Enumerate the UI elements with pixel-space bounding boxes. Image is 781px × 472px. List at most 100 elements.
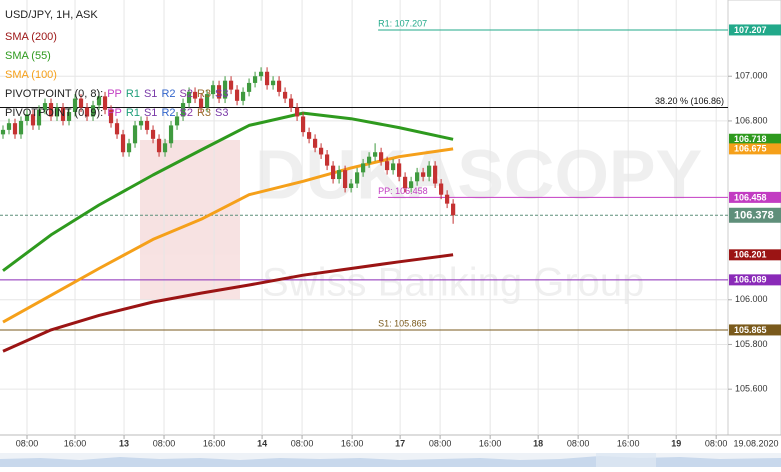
candle-body — [391, 163, 396, 171]
level-label: PP: 106.458 — [378, 186, 428, 196]
x-tick-label: 16:00 — [64, 438, 87, 448]
candle-body — [234, 89, 240, 101]
candle-body — [60, 107, 66, 121]
x-tick-label: 08:00 — [291, 438, 314, 448]
candle-body — [12, 123, 18, 135]
candle-body — [282, 91, 288, 99]
candle-body — [421, 172, 426, 177]
candle-body — [108, 109, 114, 124]
y-tick-label: 106.000 — [735, 294, 768, 304]
sma-line — [2, 253, 454, 353]
candle-body — [433, 165, 438, 184]
x-tick-label: 18 — [533, 438, 543, 448]
candle-body — [198, 98, 204, 108]
level-label: S1: 105.865 — [378, 318, 427, 328]
watermark-tagline: Swiss Banking Group — [262, 261, 644, 305]
navigator-area — [0, 456, 781, 467]
grid: 08:00 16:00 13 08:00 16:00 14 08:00 16:00 17 08:0… — [0, 0, 768, 448]
x-tick-label: 08:00 — [705, 438, 728, 448]
price-tag — [729, 207, 781, 223]
y-tick-label: 105.600 — [735, 384, 768, 394]
candle-body — [427, 165, 432, 177]
date-label: 19.08.2020 — [733, 438, 778, 448]
candle-body — [0, 129, 6, 135]
price-tags: 107.207 106.458 106.089 105.865 106.201 106.7… — [729, 24, 781, 336]
navigator — [0, 453, 781, 467]
candle-body — [96, 96, 102, 106]
candle-body — [222, 80, 228, 99]
candle-body — [276, 80, 282, 92]
legend-pivot-item: R3 — [197, 88, 211, 100]
legend-pivot-name: PIVOTPOINT (0, 8): — [5, 88, 103, 100]
price-tag-label: 106.089 — [734, 275, 767, 285]
candle-body — [132, 125, 138, 144]
price-tag — [729, 191, 781, 203]
candle-body — [252, 76, 258, 83]
candle-body — [150, 129, 156, 139]
legend-pivot-item: R3 — [197, 107, 211, 119]
candle-body — [348, 183, 354, 188]
date-box — [728, 436, 781, 452]
candle-body — [300, 116, 306, 133]
candle-body — [48, 103, 54, 117]
candle-body — [397, 163, 402, 177]
legend-pivot-item: R2 — [161, 107, 175, 119]
candle-body — [90, 105, 96, 117]
y-tick-label: 107.000 — [735, 71, 768, 81]
candle-body — [264, 71, 270, 86]
candle-body — [379, 152, 384, 162]
candle-body — [72, 98, 78, 112]
candle-body — [367, 156, 372, 164]
level-label: R1: 107.207 — [378, 18, 427, 28]
sma-line — [2, 111, 454, 272]
candle-body — [373, 152, 378, 157]
x-tick-label: 08:00 — [567, 438, 590, 448]
candle-body — [174, 116, 180, 126]
candle-body — [228, 80, 234, 90]
x-tick-label: 16:00 — [479, 438, 502, 448]
candle-body — [138, 120, 144, 126]
legend-entry: SMA (200) — [5, 31, 57, 43]
candle-body — [156, 138, 162, 153]
legend: USD/JPY, 1H, ASK SMA (200) SMA (55) SMA (1… — [5, 9, 229, 119]
x-tick-label: 08:00 — [429, 438, 452, 448]
candle-body — [288, 98, 294, 108]
x-tick-label: 14 — [257, 438, 267, 448]
candle-body — [204, 94, 210, 108]
candle-body — [30, 114, 36, 126]
candle-body — [54, 107, 60, 117]
legend-pivot-item: S3 — [215, 88, 228, 100]
legend-pivot-item: PP — [107, 107, 122, 119]
candle-body — [192, 91, 198, 99]
candle-body — [126, 143, 132, 153]
price-tag — [729, 143, 781, 155]
candle-body — [385, 161, 390, 171]
candle-body — [294, 107, 300, 117]
candle-body — [216, 85, 222, 99]
candle-body — [403, 176, 408, 188]
candle-body — [258, 71, 264, 77]
candle-body — [42, 103, 48, 110]
price-tag — [729, 274, 781, 286]
candle-body — [78, 98, 84, 108]
price-tag — [729, 133, 781, 145]
navigator-window[interactable] — [596, 453, 656, 467]
candle-body — [336, 170, 342, 180]
candle-body — [409, 181, 414, 188]
candle-body — [120, 134, 126, 153]
price-tag-label: 106.718 — [734, 134, 767, 144]
legend-pivot-item: R2 — [161, 88, 175, 100]
legend-pivot-name: PIVOTPOINT (0, 9): — [5, 107, 103, 119]
candle-body — [270, 80, 276, 86]
indicators — [2, 111, 454, 353]
price-tag-label: 107.207 — [734, 25, 767, 35]
candle-body — [144, 120, 150, 130]
candle-body — [318, 147, 324, 155]
candle-body — [84, 107, 90, 117]
x-tick-label: 16:00 — [341, 438, 364, 448]
x-tick-label: 19 — [671, 438, 681, 448]
legend-pivot-item: S2 — [180, 107, 193, 119]
candle-body — [36, 109, 42, 126]
legend-pivot-item: R1 — [126, 107, 140, 119]
